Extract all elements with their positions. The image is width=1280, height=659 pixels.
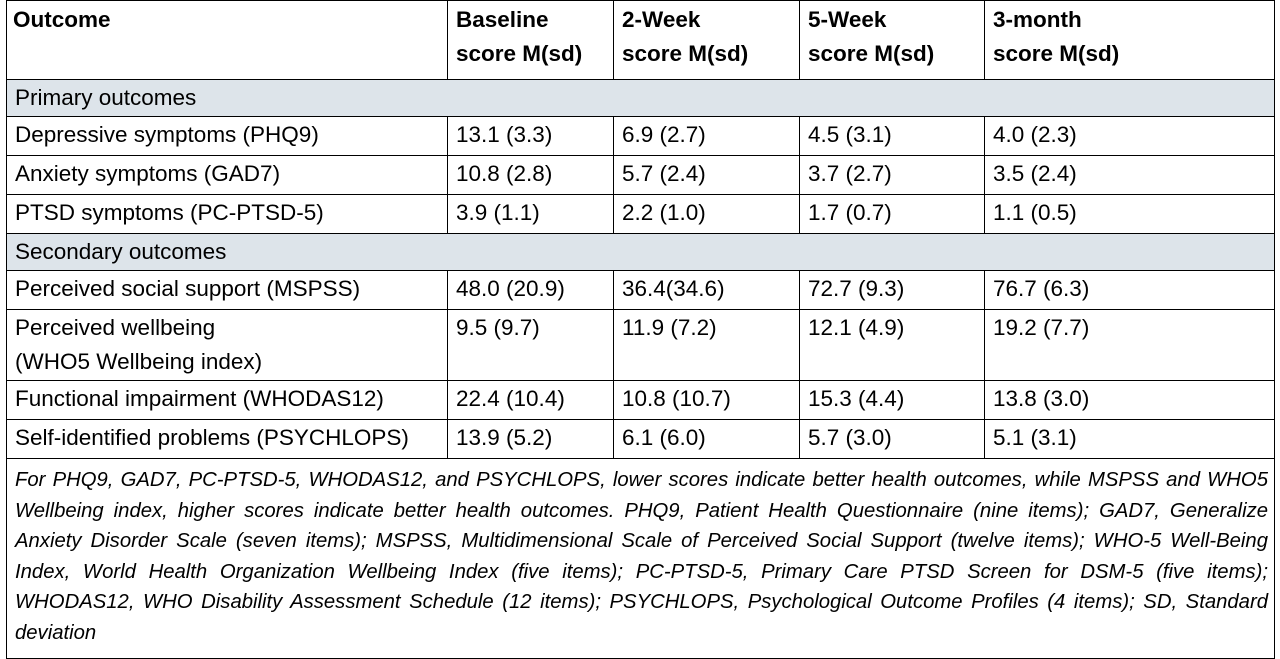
outcome-cell: Depressive symptoms (PHQ9) [6, 116, 448, 156]
baseline-cell: 10.8 (2.8) [447, 155, 614, 195]
week2-cell: 6.9 (2.7) [613, 116, 800, 156]
table-footnote: For PHQ9, GAD7, PC-PTSD-5, WHODAS12, and… [6, 458, 1275, 659]
week5-cell: 15.3 (4.4) [799, 380, 985, 420]
header-3-month-line2: score M(sd) [993, 41, 1120, 66]
header-outcome-label: Outcome [13, 7, 111, 32]
header-baseline-line2: score M(sd) [456, 41, 583, 66]
table-header: Outcome Baseline score M(sd) 2-Week scor… [6, 0, 1275, 80]
table-row: Perceived social support (MSPSS) 48.0 (2… [6, 270, 1275, 310]
outcome-cell: Perceived social support (MSPSS) [6, 270, 448, 310]
header-outcome: Outcome [6, 0, 448, 80]
header-2-week: 2-Week score M(sd) [613, 0, 800, 80]
table-row: Perceived wellbeing (WHO5 Wellbeing inde… [6, 309, 1275, 381]
week2-cell: 10.8 (10.7) [613, 380, 800, 420]
week2-cell: 6.1 (6.0) [613, 419, 800, 459]
table-row: PTSD symptoms (PC-PTSD-5) 3.9 (1.1) 2.2 … [6, 194, 1275, 234]
month3-cell: 4.0 (2.3) [984, 116, 1275, 156]
baseline-cell: 3.9 (1.1) [447, 194, 614, 234]
month3-cell: 1.1 (0.5) [984, 194, 1275, 234]
section-row-primary: Primary outcomes [6, 79, 1275, 117]
outcome-cell: Functional impairment (WHODAS12) [6, 380, 448, 420]
month3-cell: 19.2 (7.7) [984, 309, 1275, 381]
table-row: Self-identified problems (PSYCHLOPS) 13.… [6, 419, 1275, 459]
baseline-cell: 48.0 (20.9) [447, 270, 614, 310]
week5-cell: 72.7 (9.3) [799, 270, 985, 310]
week5-cell: 5.7 (3.0) [799, 419, 985, 459]
outcome-line-1: Perceived wellbeing [15, 315, 216, 340]
table-row: Depressive symptoms (PHQ9) 13.1 (3.3) 6.… [6, 116, 1275, 156]
week5-cell: 3.7 (2.7) [799, 155, 985, 195]
header-row: Outcome Baseline score M(sd) 2-Week scor… [6, 0, 1275, 80]
baseline-cell: 13.1 (3.3) [447, 116, 614, 156]
section-label-secondary: Secondary outcomes [6, 233, 1275, 271]
header-2-week-line1: 2-Week [622, 7, 701, 32]
header-baseline: Baseline score M(sd) [447, 0, 614, 80]
footnote-row: For PHQ9, GAD7, PC-PTSD-5, WHODAS12, and… [6, 458, 1275, 659]
baseline-cell: 9.5 (9.7) [447, 309, 614, 381]
month3-cell: 3.5 (2.4) [984, 155, 1275, 195]
section-row-secondary: Secondary outcomes [6, 233, 1275, 271]
section-label-primary: Primary outcomes [6, 79, 1275, 117]
outcome-cell: Self-identified problems (PSYCHLOPS) [6, 419, 448, 459]
outcome-cell: Perceived wellbeing (WHO5 Wellbeing inde… [6, 309, 448, 381]
header-3-month-line1: 3-month [993, 7, 1082, 32]
header-5-week-line1: 5-Week [808, 7, 887, 32]
outcomes-table: Outcome Baseline score M(sd) 2-Week scor… [6, 0, 1275, 659]
baseline-cell: 22.4 (10.4) [447, 380, 614, 420]
header-3-month: 3-month score M(sd) [984, 0, 1275, 80]
week2-cell: 2.2 (1.0) [613, 194, 800, 234]
table-row: Anxiety symptoms (GAD7) 10.8 (2.8) 5.7 (… [6, 155, 1275, 195]
month3-cell: 13.8 (3.0) [984, 380, 1275, 420]
table-row: Functional impairment (WHODAS12) 22.4 (1… [6, 380, 1275, 420]
month3-cell: 76.7 (6.3) [984, 270, 1275, 310]
header-baseline-line1: Baseline [456, 7, 549, 32]
week5-cell: 1.7 (0.7) [799, 194, 985, 234]
outcome-cell: Anxiety symptoms (GAD7) [6, 155, 448, 195]
week2-cell: 5.7 (2.4) [613, 155, 800, 195]
week5-cell: 4.5 (3.1) [799, 116, 985, 156]
header-5-week: 5-Week score M(sd) [799, 0, 985, 80]
header-5-week-line2: score M(sd) [808, 41, 935, 66]
week5-cell: 12.1 (4.9) [799, 309, 985, 381]
header-2-week-line2: score M(sd) [622, 41, 749, 66]
week2-cell: 11.9 (7.2) [613, 309, 800, 381]
outcome-cell: PTSD symptoms (PC-PTSD-5) [6, 194, 448, 234]
outcome-line-2: (WHO5 Wellbeing index) [15, 349, 263, 374]
baseline-cell: 13.9 (5.2) [447, 419, 614, 459]
table-body: Primary outcomes Depressive symptoms (PH… [6, 79, 1275, 659]
month3-cell: 5.1 (3.1) [984, 419, 1275, 459]
week2-cell: 36.4(34.6) [613, 270, 800, 310]
